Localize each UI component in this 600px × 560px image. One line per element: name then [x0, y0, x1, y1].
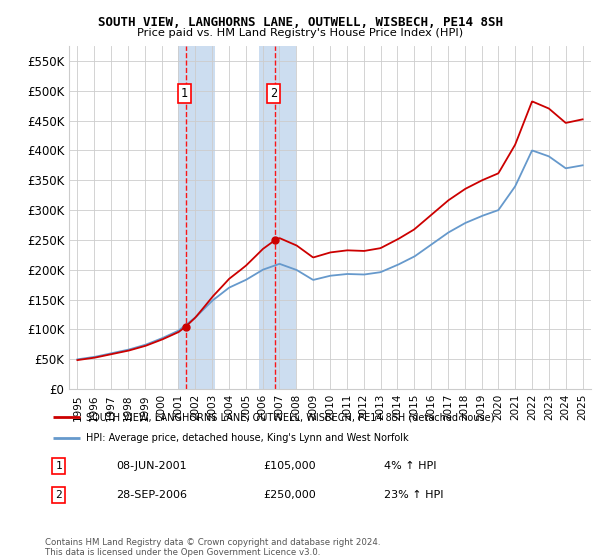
Text: 23% ↑ HPI: 23% ↑ HPI [383, 490, 443, 500]
Text: 08-JUN-2001: 08-JUN-2001 [116, 461, 187, 470]
Text: Contains HM Land Registry data © Crown copyright and database right 2024.
This d: Contains HM Land Registry data © Crown c… [45, 538, 380, 557]
Text: Price paid vs. HM Land Registry's House Price Index (HPI): Price paid vs. HM Land Registry's House … [137, 28, 463, 38]
Text: SOUTH VIEW, LANGHORNS LANE, OUTWELL, WISBECH, PE14 8SH: SOUTH VIEW, LANGHORNS LANE, OUTWELL, WIS… [97, 16, 503, 29]
Text: 2: 2 [270, 87, 277, 100]
Text: 28-SEP-2006: 28-SEP-2006 [116, 490, 187, 500]
Text: 1: 1 [55, 461, 62, 470]
Bar [259, 46, 296, 389]
Text: HPI: Average price, detached house, King's Lynn and West Norfolk: HPI: Average price, detached house, King… [86, 433, 409, 444]
Text: SOUTH VIEW, LANGHORNS LANE, OUTWELL, WISBECH, PE14 8SH (detached house): SOUTH VIEW, LANGHORNS LANE, OUTWELL, WIS… [86, 412, 494, 422]
Text: £105,000: £105,000 [263, 461, 316, 470]
Text: 2: 2 [55, 490, 62, 500]
Bar [178, 46, 215, 389]
Text: 4% ↑ HPI: 4% ↑ HPI [383, 461, 436, 470]
Text: £250,000: £250,000 [263, 490, 316, 500]
Text: 1: 1 [181, 87, 188, 100]
